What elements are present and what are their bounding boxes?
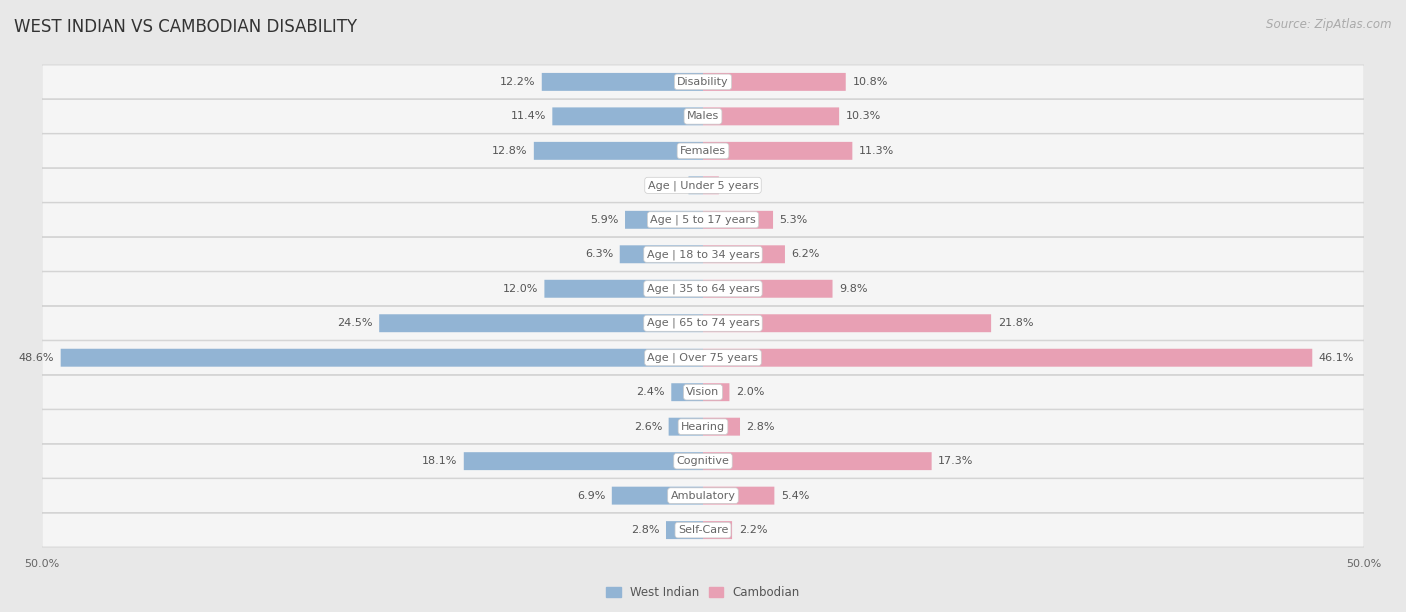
FancyBboxPatch shape	[541, 73, 703, 91]
Text: 11.3%: 11.3%	[859, 146, 894, 156]
Text: Age | 5 to 17 years: Age | 5 to 17 years	[650, 215, 756, 225]
FancyBboxPatch shape	[703, 521, 733, 539]
Text: WEST INDIAN VS CAMBODIAN DISABILITY: WEST INDIAN VS CAMBODIAN DISABILITY	[14, 18, 357, 36]
FancyBboxPatch shape	[534, 142, 703, 160]
Text: 48.6%: 48.6%	[18, 353, 53, 363]
FancyBboxPatch shape	[703, 245, 785, 263]
FancyBboxPatch shape	[703, 211, 773, 229]
Text: 12.0%: 12.0%	[502, 284, 537, 294]
FancyBboxPatch shape	[703, 315, 991, 332]
Text: 10.8%: 10.8%	[852, 77, 887, 87]
Text: Males: Males	[688, 111, 718, 121]
FancyBboxPatch shape	[669, 418, 703, 436]
FancyBboxPatch shape	[42, 168, 1364, 202]
FancyBboxPatch shape	[42, 272, 1364, 305]
Text: 12.8%: 12.8%	[492, 146, 527, 156]
Text: Females: Females	[681, 146, 725, 156]
Text: 18.1%: 18.1%	[422, 456, 457, 466]
Text: Age | 65 to 74 years: Age | 65 to 74 years	[647, 318, 759, 329]
FancyBboxPatch shape	[703, 418, 740, 436]
FancyBboxPatch shape	[380, 315, 703, 332]
FancyBboxPatch shape	[42, 513, 1364, 547]
FancyBboxPatch shape	[42, 203, 1364, 237]
FancyBboxPatch shape	[42, 100, 1364, 133]
Legend: West Indian, Cambodian: West Indian, Cambodian	[602, 581, 804, 603]
Text: 5.4%: 5.4%	[780, 491, 810, 501]
FancyBboxPatch shape	[703, 383, 730, 401]
FancyBboxPatch shape	[42, 375, 1364, 409]
Text: 1.2%: 1.2%	[725, 181, 754, 190]
Text: Hearing: Hearing	[681, 422, 725, 431]
Text: Ambulatory: Ambulatory	[671, 491, 735, 501]
FancyBboxPatch shape	[42, 134, 1364, 168]
Text: Vision: Vision	[686, 387, 720, 397]
FancyBboxPatch shape	[703, 487, 775, 505]
FancyBboxPatch shape	[464, 452, 703, 470]
FancyBboxPatch shape	[42, 479, 1364, 512]
Text: Cognitive: Cognitive	[676, 456, 730, 466]
Text: 11.4%: 11.4%	[510, 111, 546, 121]
Text: 2.4%: 2.4%	[636, 387, 665, 397]
FancyBboxPatch shape	[60, 349, 703, 367]
Text: 1.1%: 1.1%	[654, 181, 682, 190]
Text: Age | 18 to 34 years: Age | 18 to 34 years	[647, 249, 759, 259]
Text: Age | Over 75 years: Age | Over 75 years	[648, 353, 758, 363]
FancyBboxPatch shape	[689, 176, 703, 194]
Text: 21.8%: 21.8%	[998, 318, 1033, 328]
FancyBboxPatch shape	[703, 349, 1312, 367]
FancyBboxPatch shape	[703, 107, 839, 125]
Text: 17.3%: 17.3%	[938, 456, 973, 466]
Text: 10.3%: 10.3%	[846, 111, 882, 121]
Text: 2.2%: 2.2%	[738, 525, 768, 535]
Text: 46.1%: 46.1%	[1319, 353, 1354, 363]
FancyBboxPatch shape	[544, 280, 703, 297]
Text: 12.2%: 12.2%	[499, 77, 536, 87]
Text: 2.8%: 2.8%	[631, 525, 659, 535]
Text: 5.9%: 5.9%	[591, 215, 619, 225]
FancyBboxPatch shape	[703, 280, 832, 297]
FancyBboxPatch shape	[666, 521, 703, 539]
Text: 24.5%: 24.5%	[337, 318, 373, 328]
Text: 6.3%: 6.3%	[585, 249, 613, 259]
FancyBboxPatch shape	[703, 452, 932, 470]
FancyBboxPatch shape	[703, 73, 846, 91]
Text: 9.8%: 9.8%	[839, 284, 868, 294]
FancyBboxPatch shape	[42, 444, 1364, 478]
Text: 5.3%: 5.3%	[780, 215, 808, 225]
Text: Disability: Disability	[678, 77, 728, 87]
FancyBboxPatch shape	[42, 307, 1364, 340]
Text: Source: ZipAtlas.com: Source: ZipAtlas.com	[1267, 18, 1392, 31]
Text: 2.0%: 2.0%	[737, 387, 765, 397]
FancyBboxPatch shape	[42, 341, 1364, 375]
FancyBboxPatch shape	[612, 487, 703, 505]
Text: 6.2%: 6.2%	[792, 249, 820, 259]
Text: 6.9%: 6.9%	[576, 491, 605, 501]
Text: 2.8%: 2.8%	[747, 422, 775, 431]
FancyBboxPatch shape	[626, 211, 703, 229]
FancyBboxPatch shape	[620, 245, 703, 263]
FancyBboxPatch shape	[671, 383, 703, 401]
Text: Age | Under 5 years: Age | Under 5 years	[648, 180, 758, 190]
Text: Self-Care: Self-Care	[678, 525, 728, 535]
FancyBboxPatch shape	[703, 142, 852, 160]
FancyBboxPatch shape	[42, 237, 1364, 271]
FancyBboxPatch shape	[703, 176, 718, 194]
Text: 2.6%: 2.6%	[634, 422, 662, 431]
FancyBboxPatch shape	[42, 65, 1364, 99]
FancyBboxPatch shape	[553, 107, 703, 125]
FancyBboxPatch shape	[42, 410, 1364, 444]
Text: Age | 35 to 64 years: Age | 35 to 64 years	[647, 283, 759, 294]
